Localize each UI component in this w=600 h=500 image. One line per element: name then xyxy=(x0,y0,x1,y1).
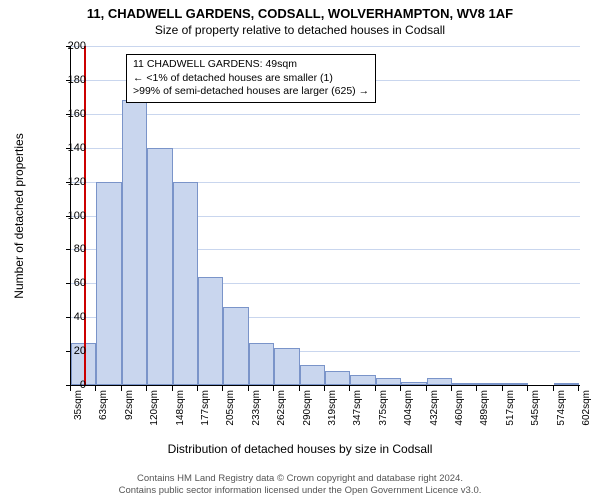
xtick-mark xyxy=(527,386,528,391)
histogram-bar xyxy=(350,375,375,385)
histogram-bar xyxy=(477,383,502,385)
annotation-line: >99% of semi-detached houses are larger … xyxy=(133,85,369,99)
ytick-label: 200 xyxy=(46,40,86,52)
histogram-bar xyxy=(325,371,350,385)
xtick-label: 602sqm xyxy=(581,390,592,426)
xtick-label: 375sqm xyxy=(378,390,389,426)
xtick-label: 233sqm xyxy=(251,390,262,426)
xtick-mark xyxy=(299,386,300,391)
xtick-mark xyxy=(197,386,198,391)
chart-container: 11, CHADWELL GARDENS, CODSALL, WOLVERHAM… xyxy=(0,0,600,500)
gridline xyxy=(71,114,580,115)
annotation-line: ← <1% of detached houses are smaller (1) xyxy=(133,72,369,86)
chart-area: 11 CHADWELL GARDENS: 49sqm← <1% of detac… xyxy=(70,46,580,416)
histogram-bar xyxy=(401,382,426,385)
xtick-mark xyxy=(375,386,376,391)
footnote-line1: Contains HM Land Registry data © Crown c… xyxy=(137,473,463,484)
histogram-bar xyxy=(223,307,248,385)
histogram-bar xyxy=(427,378,452,385)
xtick-mark xyxy=(248,386,249,391)
xtick-mark xyxy=(426,386,427,391)
histogram-bar xyxy=(554,383,579,385)
xtick-mark xyxy=(95,386,96,391)
histogram-bar xyxy=(249,343,274,385)
histogram-bar xyxy=(274,348,299,385)
histogram-bar xyxy=(503,383,528,385)
xtick-label: 432sqm xyxy=(429,390,440,426)
histogram-bar xyxy=(376,378,401,385)
xtick-label: 177sqm xyxy=(200,390,211,426)
xtick-label: 574sqm xyxy=(556,390,567,426)
footnote-line2: Contains public sector information licen… xyxy=(119,485,482,496)
ytick-label: 100 xyxy=(46,210,86,222)
xtick-mark xyxy=(121,386,122,391)
xtick-label: 545sqm xyxy=(530,390,541,426)
footnote: Contains HM Land Registry data © Crown c… xyxy=(10,473,590,496)
ytick-label: 20 xyxy=(46,345,86,357)
xtick-mark xyxy=(502,386,503,391)
chart-subtitle: Size of property relative to detached ho… xyxy=(0,21,600,37)
histogram-bar xyxy=(147,148,172,385)
histogram-bar xyxy=(300,365,325,385)
xtick-label: 35sqm xyxy=(73,390,84,420)
xtick-label: 120sqm xyxy=(149,390,160,426)
xtick-mark xyxy=(273,386,274,391)
xtick-label: 63sqm xyxy=(98,390,109,420)
xtick-mark xyxy=(172,386,173,391)
histogram-bar xyxy=(96,182,121,385)
xtick-mark xyxy=(553,386,554,391)
annotation-line: 11 CHADWELL GARDENS: 49sqm xyxy=(133,58,369,72)
xtick-label: 319sqm xyxy=(327,390,338,426)
xtick-mark xyxy=(400,386,401,391)
ytick-label: 180 xyxy=(46,74,86,86)
xtick-mark xyxy=(349,386,350,391)
gridline xyxy=(71,46,580,47)
ytick-label: 140 xyxy=(46,142,86,154)
xtick-mark xyxy=(324,386,325,391)
ytick-label: 40 xyxy=(46,311,86,323)
xtick-label: 205sqm xyxy=(225,390,236,426)
histogram-bar xyxy=(198,277,223,385)
ytick-label: 60 xyxy=(46,277,86,289)
chart-title: 11, CHADWELL GARDENS, CODSALL, WOLVERHAM… xyxy=(0,0,600,21)
xtick-label: 517sqm xyxy=(505,390,516,426)
annotation-box: 11 CHADWELL GARDENS: 49sqm← <1% of detac… xyxy=(126,54,376,103)
plot-region: 11 CHADWELL GARDENS: 49sqm← <1% of detac… xyxy=(70,46,580,386)
ytick-label: 0 xyxy=(46,379,86,391)
xtick-label: 460sqm xyxy=(454,390,465,426)
xtick-label: 290sqm xyxy=(302,390,313,426)
xtick-label: 404sqm xyxy=(403,390,414,426)
ytick-label: 120 xyxy=(46,176,86,188)
xtick-label: 148sqm xyxy=(175,390,186,426)
xtick-label: 92sqm xyxy=(124,390,135,420)
xtick-mark xyxy=(146,386,147,391)
histogram-bar xyxy=(452,383,477,385)
xtick-mark xyxy=(451,386,452,391)
ytick-label: 80 xyxy=(46,243,86,255)
xtick-mark xyxy=(578,386,579,391)
histogram-bar xyxy=(122,100,147,385)
histogram-bar xyxy=(173,182,198,385)
xtick-mark xyxy=(222,386,223,391)
y-axis-label: Number of detached properties xyxy=(12,133,26,298)
xtick-label: 262sqm xyxy=(276,390,287,426)
xtick-mark xyxy=(476,386,477,391)
xtick-label: 347sqm xyxy=(352,390,363,426)
xtick-label: 489sqm xyxy=(479,390,490,426)
ytick-label: 160 xyxy=(46,108,86,120)
x-axis-label: Distribution of detached houses by size … xyxy=(0,442,600,456)
